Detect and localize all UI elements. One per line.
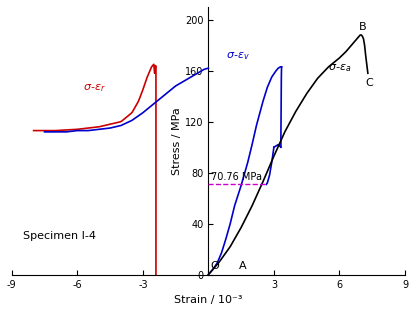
Text: A: A [239,261,247,271]
Y-axis label: Stress / MPa: Stress / MPa [172,107,182,175]
Text: B: B [359,22,366,32]
Text: $\sigma$-$\varepsilon_{a}$: $\sigma$-$\varepsilon_{a}$ [328,63,351,75]
Text: 70.76 MPa: 70.76 MPa [210,172,261,182]
Text: O: O [210,261,219,271]
X-axis label: Strain / 10⁻³: Strain / 10⁻³ [174,295,243,305]
Text: $\sigma$-$\varepsilon_{v}$: $\sigma$-$\varepsilon_{v}$ [226,50,250,62]
Text: C: C [365,78,373,88]
Text: $\sigma$-$\varepsilon_{r}$: $\sigma$-$\varepsilon_{r}$ [83,82,106,94]
Text: Specimen I-4: Specimen I-4 [23,231,96,241]
